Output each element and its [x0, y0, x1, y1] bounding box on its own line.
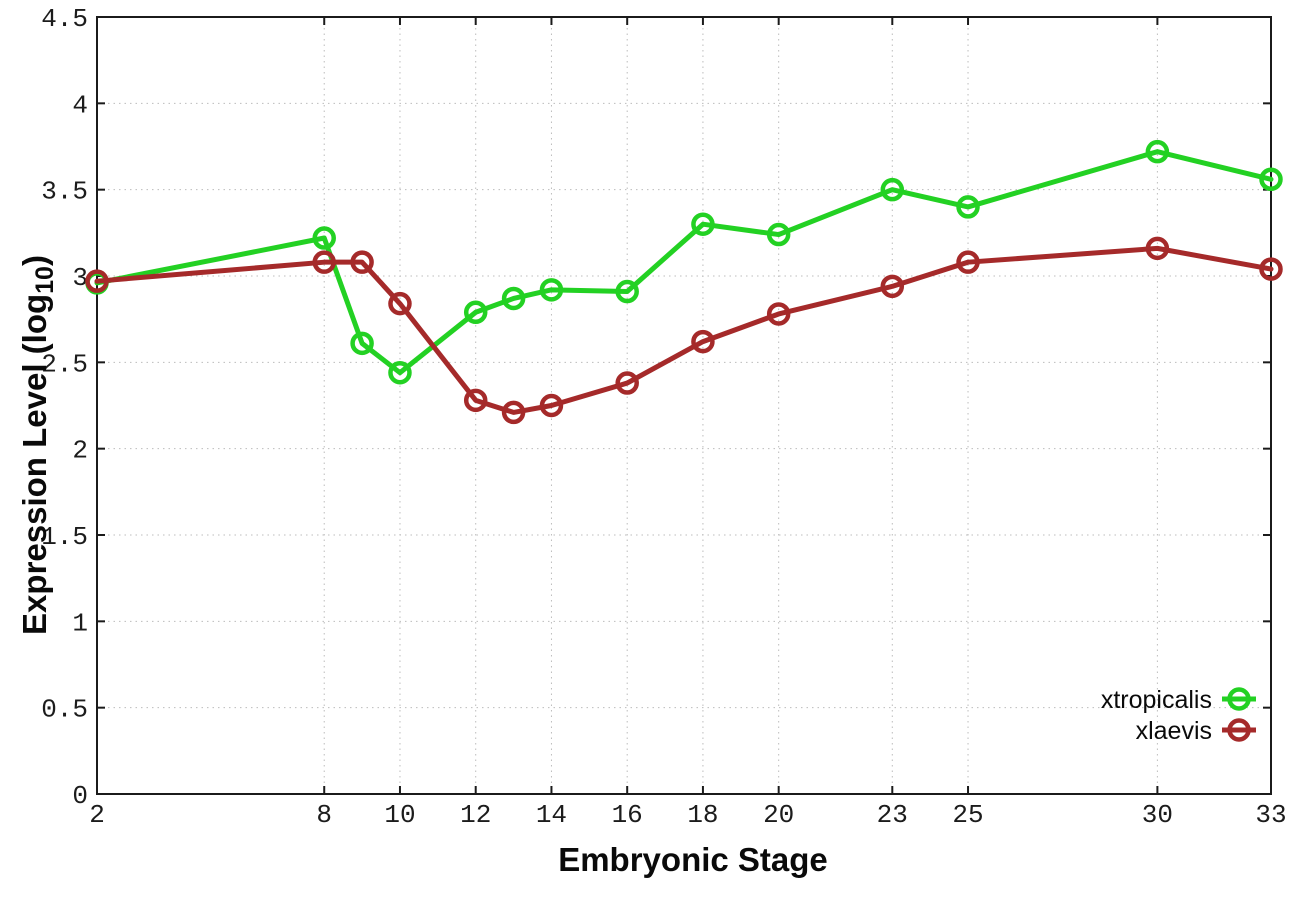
data-point-xtropicalis-stage-10 — [388, 360, 412, 385]
data-point-xtropicalis-stage-9 — [350, 331, 374, 356]
y-tick-label: 4.5 — [41, 4, 88, 34]
x-axis-title: Embryonic Stage — [558, 841, 828, 878]
series-line-xlaevis — [94, 245, 1274, 415]
data-point-xtropicalis-stage-8 — [312, 226, 336, 250]
data-point-xlaevis-stage-12 — [463, 388, 488, 413]
x-tick-label: 20 — [763, 800, 794, 830]
y-axis-title-main: Expression Level (log — [16, 294, 53, 635]
x-tick-label: 8 — [316, 800, 332, 830]
data-point-xlaevis-stage-8 — [312, 250, 336, 274]
data-point-xtropicalis-stage-16 — [615, 279, 639, 304]
x-tick-label: 14 — [536, 800, 567, 830]
data-point-xtropicalis-stage-18 — [691, 212, 715, 236]
series-layer — [85, 139, 1283, 425]
x-tick-label: 33 — [1255, 800, 1286, 830]
x-tick-label: 12 — [460, 800, 491, 830]
data-point-xtropicalis-stage-33 — [1259, 167, 1283, 192]
data-point-xlaevis-stage-33 — [1259, 257, 1283, 281]
data-point-xlaevis-stage-25 — [956, 250, 980, 274]
x-tick-label: 30 — [1142, 800, 1173, 830]
legend-marker-xtropicalis — [1227, 687, 1251, 711]
y-tick-label: 2.5 — [41, 349, 88, 379]
data-point-xtropicalis-stage-12 — [463, 300, 488, 325]
y-tick-label: 1 — [72, 608, 88, 638]
data-point-xtropicalis-stage-23 — [880, 177, 905, 202]
series-xtropicalis — [85, 139, 1283, 385]
tick-layer — [96, 16, 1272, 795]
data-point-xtropicalis-stage-20 — [766, 222, 791, 247]
x-tick-label: 10 — [384, 800, 415, 830]
data-point-xtropicalis-stage-14 — [539, 278, 564, 302]
data-point-xtropicalis-stage-13 — [501, 286, 526, 311]
legend-label-xtropicalis: xtropicalis — [1101, 686, 1212, 714]
y-tick-label: 3.5 — [41, 177, 88, 207]
grid-layer — [96, 16, 1272, 795]
data-point-xlaevis-stage-10 — [388, 291, 412, 316]
y-axis-title: Expression Level (log10) — [16, 255, 59, 635]
tick-label-layer: 2 8 10 12 14 16 18 20 23 25 30 33 0 0.5 1 1.5 2 2.5 3 3.5 4 4… — [41, 4, 1286, 830]
y-tick-label: 0.5 — [41, 695, 88, 725]
x-tick-label: 25 — [952, 800, 983, 830]
series-line-xtropicalis — [94, 149, 1274, 376]
data-point-xtropicalis-stage-30 — [1145, 139, 1170, 164]
data-point-xlaevis-stage-20 — [766, 302, 791, 326]
y-axis-title-subscript: 10 — [31, 266, 59, 294]
data-point-xlaevis-stage-14 — [539, 393, 564, 418]
x-tick-label: 16 — [612, 800, 643, 830]
data-point-xlaevis-stage-16 — [615, 371, 639, 395]
data-point-xlaevis-stage-30 — [1145, 236, 1170, 261]
y-tick-label: 4 — [72, 90, 88, 120]
plot-border — [96, 16, 1272, 795]
x-tick-label: 23 — [877, 800, 908, 830]
x-tick-label: 18 — [687, 800, 718, 830]
data-point-xlaevis-stage-9 — [350, 250, 374, 274]
legend-label-xlaevis: xlaevis — [1136, 717, 1212, 745]
data-point-xlaevis-stage-13 — [501, 400, 526, 425]
data-point-xlaevis-stage-2 — [85, 269, 109, 293]
legend-marker-xlaevis — [1227, 718, 1251, 742]
series-xlaevis — [85, 236, 1283, 425]
legend: xtropicalis xlaevis — [1101, 686, 1256, 745]
x-tick-label: 2 — [89, 800, 105, 830]
data-point-xlaevis-stage-23 — [880, 274, 905, 299]
y-tick-label: 3 — [72, 263, 88, 293]
y-tick-label: 2 — [72, 436, 88, 466]
y-tick-label: 1.5 — [41, 522, 88, 552]
data-point-xlaevis-stage-18 — [691, 329, 715, 354]
y-tick-label: 0 — [72, 781, 88, 811]
y-axis-title-close: ) — [16, 255, 53, 266]
data-point-xtropicalis-stage-25 — [956, 195, 980, 219]
